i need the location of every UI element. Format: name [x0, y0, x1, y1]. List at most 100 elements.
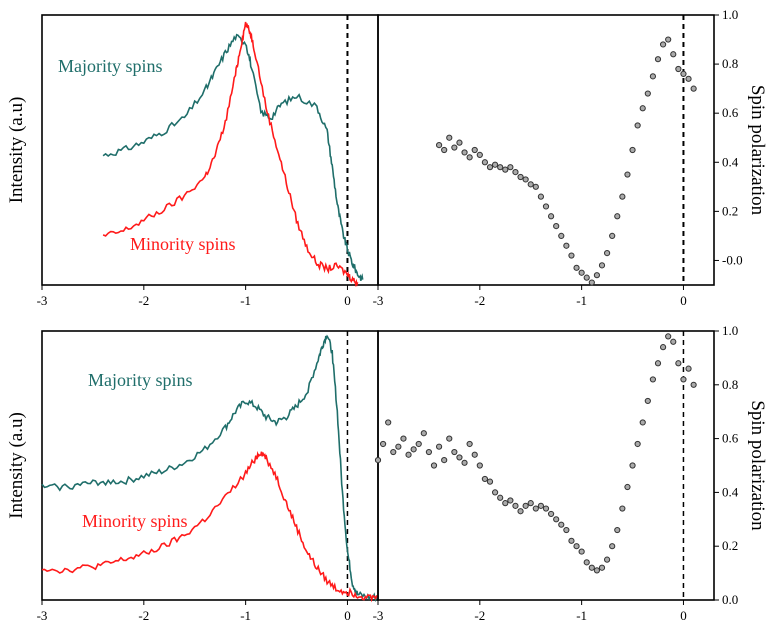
- y-axis-title: Intensity (a.u): [6, 97, 27, 204]
- y-tick-label: -0.0: [722, 252, 743, 267]
- data-point: [547, 213, 555, 220]
- data-point: [558, 232, 565, 240]
- y-tick-label: 0.0: [722, 592, 738, 607]
- data-point: [568, 252, 575, 259]
- legend-label-majority: Majority spins: [58, 56, 163, 76]
- data-point: [598, 262, 606, 269]
- data-point: [517, 173, 524, 181]
- x-tick-label: -1: [240, 608, 251, 620]
- x-tick-label: 0: [680, 608, 687, 620]
- data-point: [405, 451, 412, 458]
- y-tick-label: 0.8: [722, 56, 738, 71]
- data-point: [619, 505, 626, 512]
- data-point: [410, 446, 417, 453]
- data-point: [670, 51, 677, 58]
- data-point: [578, 548, 585, 555]
- x-tick-label: 0: [344, 608, 351, 620]
- data-point: [527, 500, 534, 507]
- data-point: [517, 508, 524, 515]
- x-tick-label: -1: [576, 608, 587, 620]
- data-point: [665, 333, 672, 340]
- data-point: [537, 193, 545, 200]
- data-point: [435, 443, 443, 450]
- series-line-majority: [102, 33, 364, 281]
- data-point: [680, 70, 687, 78]
- data-point: [461, 149, 468, 156]
- x-tick-label: -3: [37, 293, 48, 308]
- data-point: [451, 448, 458, 456]
- data-point: [629, 462, 636, 469]
- data-point: [573, 264, 580, 271]
- data-point: [425, 448, 433, 456]
- x-tick-label: -2: [138, 608, 149, 620]
- data-point: [507, 497, 514, 504]
- data-point: [558, 521, 565, 528]
- y-tick-label: 0.2: [722, 203, 738, 218]
- data-point: [471, 451, 478, 458]
- data-point: [507, 164, 514, 171]
- data-point: [512, 168, 519, 176]
- data-point: [481, 475, 489, 483]
- data-point: [502, 166, 509, 173]
- y-axis-title: Intensity (a.u): [6, 412, 27, 519]
- data-point: [654, 360, 662, 367]
- x-tick-label: -2: [474, 608, 485, 620]
- series-line-majority: [41, 334, 379, 603]
- data-point: [675, 65, 682, 73]
- data-point: [486, 478, 494, 485]
- data-point: [400, 435, 407, 442]
- panel-top-left: -3 -2 -1 0 Intensity (a.u) Majority spins Mino…: [6, 14, 379, 308]
- plot-frame: [377, 330, 715, 601]
- data-point: [420, 430, 427, 437]
- data-point: [563, 242, 570, 249]
- data-point: [385, 419, 392, 426]
- data-point: [659, 41, 667, 48]
- data-point: [537, 502, 545, 509]
- x-tick-label: -3: [37, 608, 48, 620]
- data-point: [476, 462, 483, 469]
- data-point: [512, 502, 519, 509]
- x-tick-label: -2: [474, 293, 485, 308]
- data-point: [670, 338, 677, 345]
- x-tick-label: -1: [576, 293, 587, 308]
- data-point: [502, 500, 509, 507]
- data-point: [446, 435, 453, 442]
- data-point: [644, 397, 651, 405]
- data-point: [466, 154, 473, 161]
- data-point: [547, 510, 555, 518]
- data-point: [497, 494, 504, 501]
- data-point: [522, 502, 529, 509]
- data-point: [522, 176, 529, 183]
- y-axis-title: Spin polarization: [747, 400, 768, 531]
- data-point: [624, 171, 631, 178]
- data-point: [614, 526, 621, 534]
- data-point: [624, 483, 631, 491]
- data-point: [491, 161, 499, 168]
- y-tick-label: 0.8: [722, 377, 738, 392]
- data-point: [644, 90, 651, 97]
- data-point: [553, 222, 560, 230]
- data-point: [634, 122, 641, 129]
- data-point: [603, 556, 611, 563]
- data-point: [639, 419, 646, 426]
- data-point: [609, 543, 616, 550]
- x-tick-label: -3: [373, 293, 384, 308]
- data-point: [573, 543, 580, 550]
- data-point: [588, 279, 595, 286]
- legend-label-minority: Minority spins: [130, 234, 236, 254]
- data-point: [634, 440, 641, 448]
- x-tick-label: -1: [240, 293, 251, 308]
- data-point: [395, 443, 402, 450]
- data-point: [685, 75, 692, 82]
- data-point: [441, 457, 448, 464]
- legend-label-minority: Minority spins: [82, 511, 188, 531]
- x-tick-label: -2: [138, 293, 149, 308]
- data-point: [603, 249, 611, 257]
- data-point: [430, 462, 438, 469]
- data-point: [466, 440, 473, 448]
- data-point: [456, 139, 463, 146]
- data-point: [675, 360, 682, 367]
- data-point: [379, 440, 387, 448]
- data-point: [532, 505, 539, 512]
- x-tick-label: -3: [373, 608, 384, 620]
